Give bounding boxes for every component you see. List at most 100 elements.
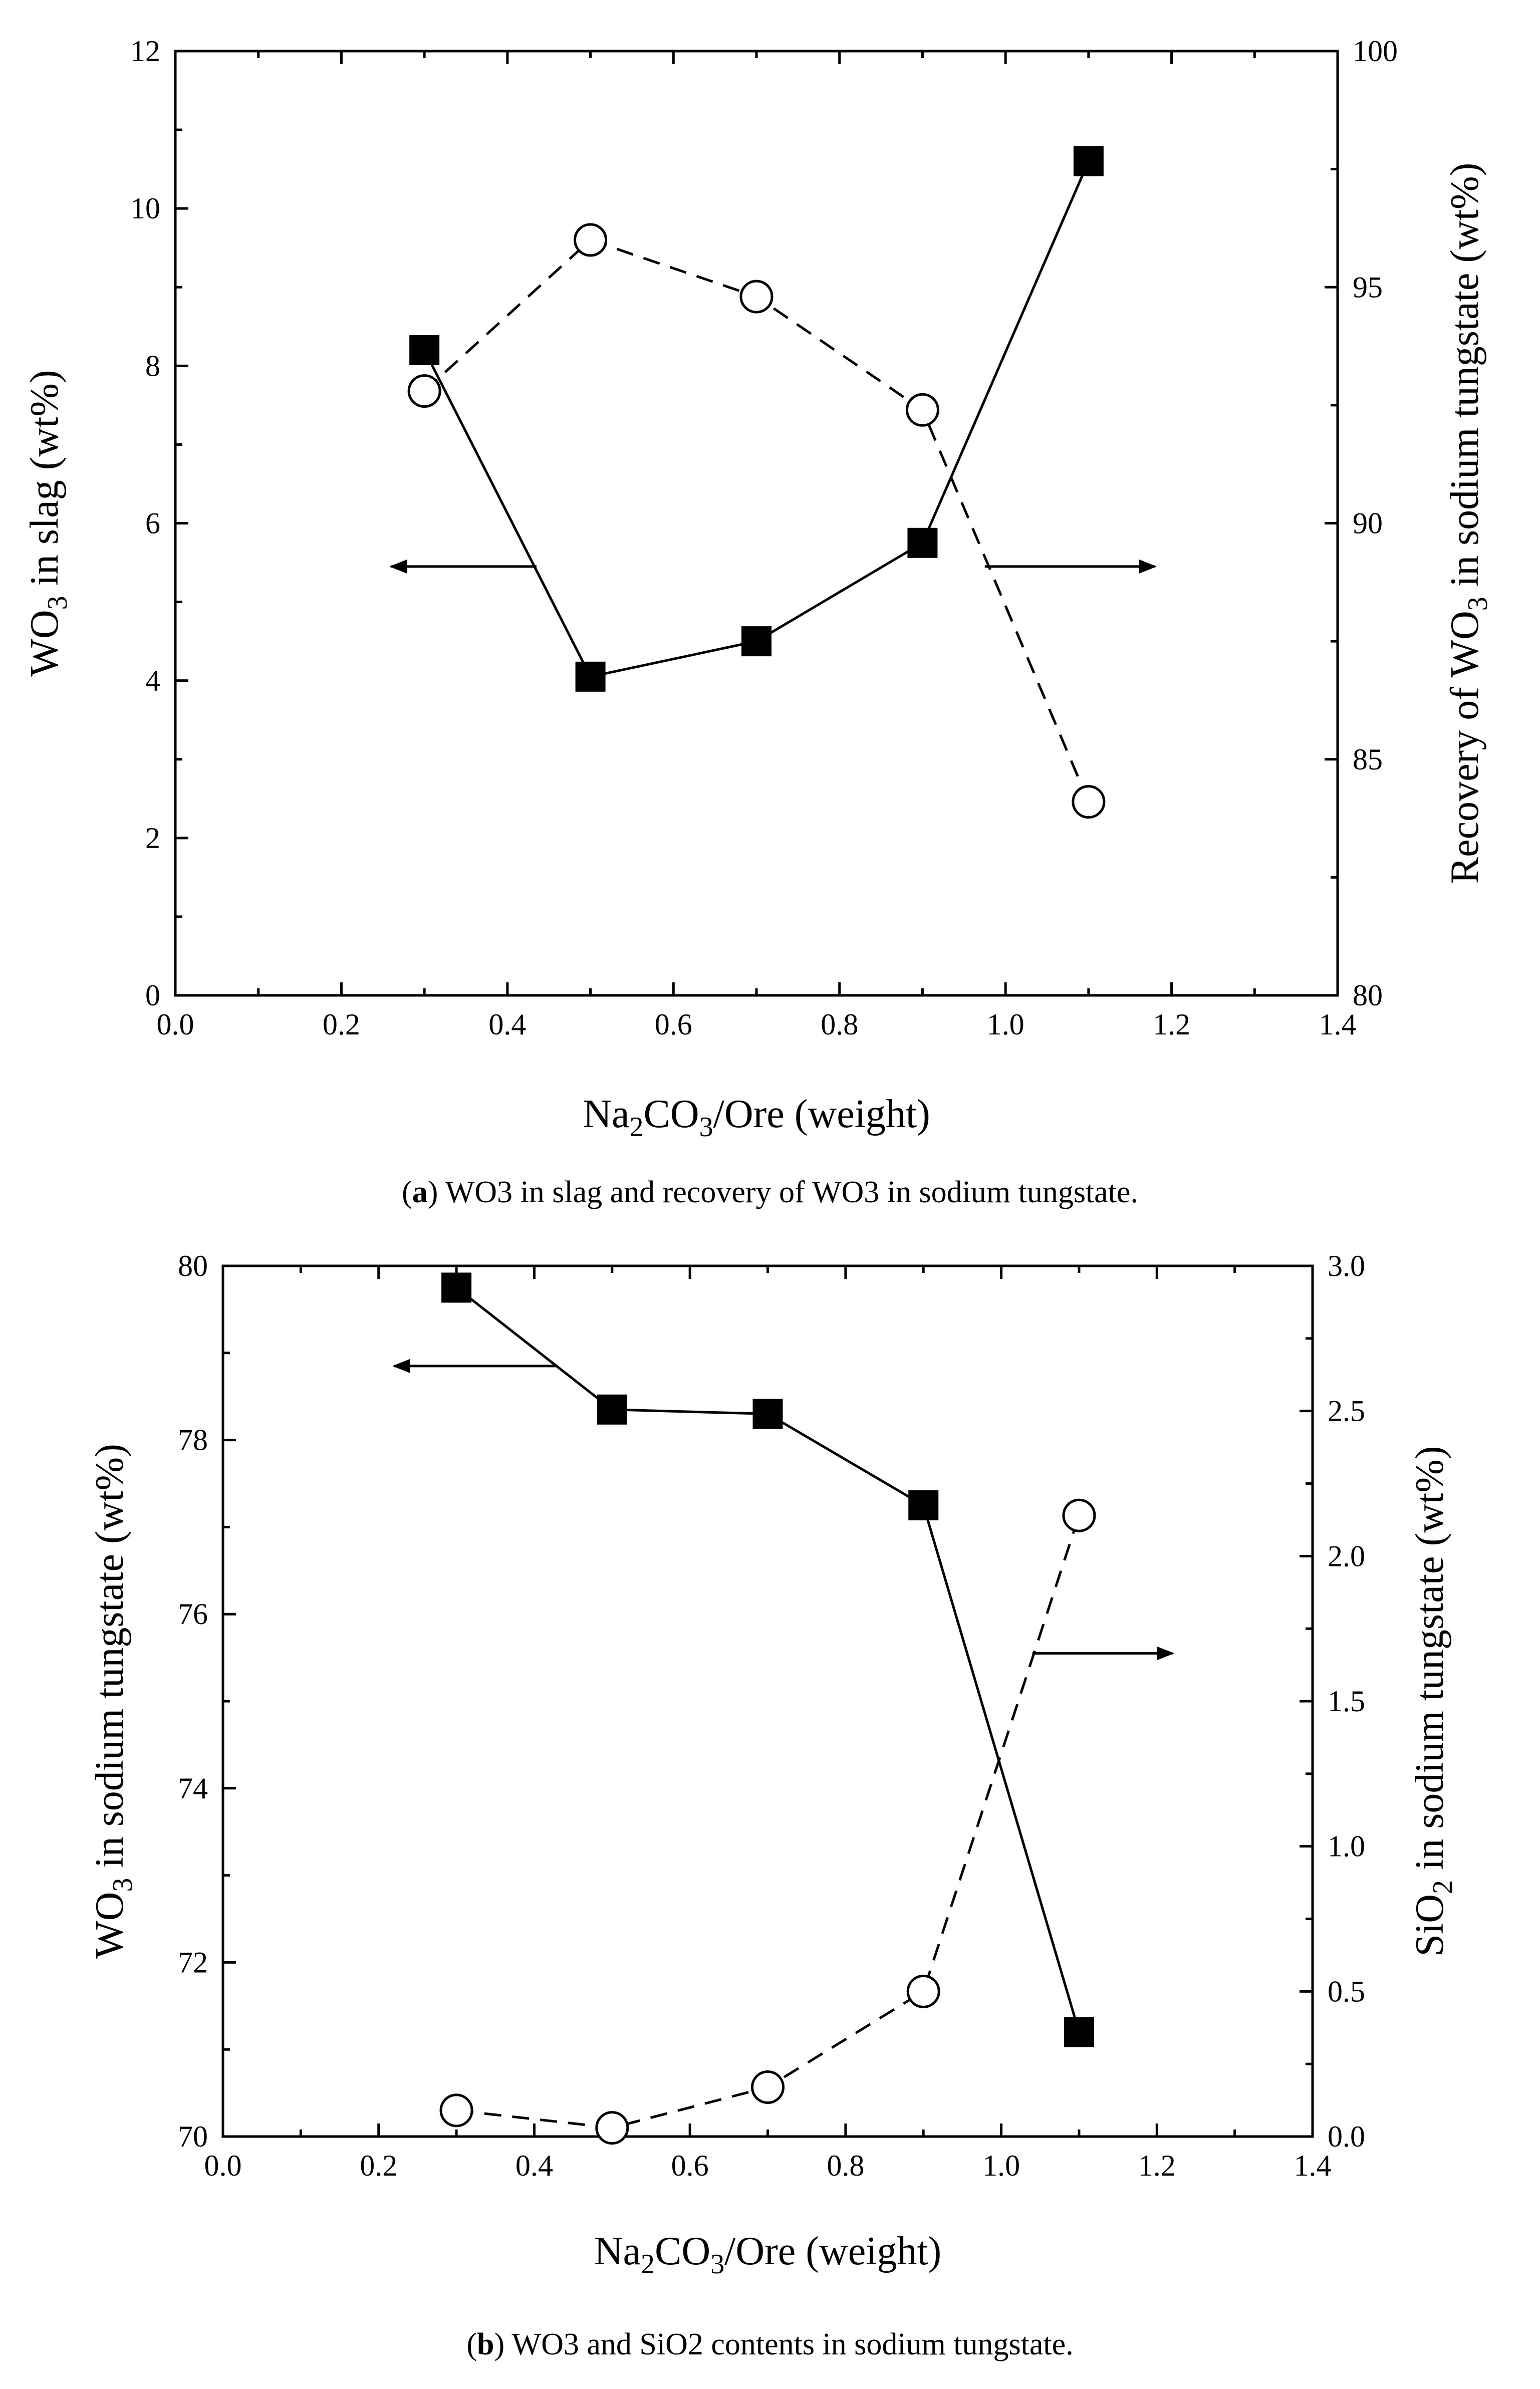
y-left-axis-title: WO3 in slag (wt%) — [23, 370, 73, 676]
y-right-tick-label: 95 — [1353, 271, 1383, 304]
data-point-square — [575, 661, 606, 692]
x-tick-label: 1.0 — [987, 1008, 1024, 1041]
x-tick-label: 0.0 — [204, 2149, 242, 2182]
y-left-tick-label: 76 — [178, 1598, 208, 1631]
y-right-tick-label: 2.5 — [1328, 1395, 1365, 1428]
series-line-dashed — [456, 1515, 1081, 2130]
y-right-tick-label: 90 — [1353, 507, 1383, 540]
y-left-axis-title-part: WO — [23, 610, 67, 676]
data-point-circle — [1072, 785, 1106, 819]
x-tick-label: 1.0 — [982, 2149, 1020, 2182]
y-left-axis-title-subscript: 3 — [42, 596, 73, 610]
y-right-axis-title-subscript: 2 — [1427, 1880, 1458, 1894]
y-right-tick-label: 1.0 — [1328, 1830, 1365, 1863]
chart-panel-b: 0.0 0.2 0.4 0.6 0.8 1.0 1.2 1.4 70 72 74 76 78 80 0.0 0… — [88, 1249, 1458, 2361]
y-left-tick-label: 12 — [130, 35, 160, 68]
y-right-tick-label: 1.5 — [1328, 1685, 1365, 1718]
x-tick-label: 1.4 — [1319, 1008, 1357, 1041]
x-axis-title-subscript: 2 — [629, 1112, 643, 1143]
data-point-circle — [439, 2093, 473, 2128]
y-left-axis-title-part: in slag (wt%) — [23, 370, 67, 596]
y-right-axis-title-part: SiO — [1408, 1894, 1452, 1957]
x-tick-label: 0.2 — [323, 1008, 360, 1041]
y-left-tick-label: 6 — [145, 507, 160, 540]
chart-panel-a: 0.0 0.2 0.4 0.6 0.8 1.0 1.2 1.4 0 2 4 6 8 10 12 80 85 90 9… — [23, 35, 1493, 1209]
data-point-square — [409, 335, 440, 365]
y-right-axis-title: SiO2 in sodium tungstate (wt%) — [1408, 1446, 1458, 1956]
x-axis-title-part: CO — [655, 2229, 710, 2273]
caption-label-letter: a — [412, 1175, 428, 1209]
series-line-solid — [423, 160, 1090, 678]
y-left-tick-label: 80 — [178, 1249, 208, 1282]
data-point-circle — [574, 223, 608, 257]
y-left-tick-label: 2 — [145, 822, 160, 855]
y-left-tick-label: 70 — [178, 2120, 208, 2153]
y-left-tick-label: 8 — [145, 349, 160, 382]
x-tick-label: 1.4 — [1294, 2149, 1332, 2182]
x-axis-title-subscript: 2 — [641, 2249, 655, 2280]
y-right-tick-label: 100 — [1353, 35, 1398, 68]
plot-frame — [174, 50, 1339, 997]
figure-caption: (a) WO3 in slag and recovery of WO3 in s… — [402, 1175, 1138, 1209]
caption-label-open: ( — [466, 2327, 477, 2361]
data-point-square — [908, 1490, 939, 1520]
x-axis-title-part: Na — [594, 2229, 641, 2273]
data-point-circle — [407, 374, 441, 408]
data-point-circle — [906, 1974, 940, 2008]
y-right-axis-title-subscript: 3 — [1462, 597, 1493, 611]
caption-label-close: ) — [494, 2327, 505, 2361]
caption-label-letter: b — [477, 2327, 494, 2361]
data-point-circle — [739, 280, 774, 314]
data-point-square — [597, 1394, 627, 1425]
y-left-tick-label: 4 — [145, 664, 160, 697]
y-right-axis-title: Recovery of WO3 in sodium tungstate (wt%… — [1443, 163, 1493, 884]
caption-text: WO3 and SiO2 contents in sodium tungstat… — [504, 2327, 1073, 2361]
x-tick-label: 0.6 — [671, 2149, 709, 2182]
y-right-tick-label: 0.5 — [1328, 1975, 1365, 2008]
y-right-tick-label: 85 — [1353, 743, 1383, 776]
x-tick-label: 0.8 — [827, 2149, 864, 2182]
data-point-square — [441, 1272, 472, 1303]
figure-caption: (b) WO3 and SiO2 contents in sodium tung… — [466, 2327, 1073, 2361]
caption-text: WO3 in slag and recovery of WO3 in sodiu… — [438, 1175, 1138, 1209]
x-axis-title-subscript: 3 — [699, 1112, 713, 1143]
data-point-square — [1073, 146, 1104, 176]
x-tick-label: 1.2 — [1138, 2149, 1176, 2182]
y-left-axis-title: WO3 in sodium tungstate (wt%) — [88, 1444, 138, 1959]
data-point-square — [907, 527, 938, 558]
x-axis-title-subscript: 3 — [710, 2249, 724, 2280]
y-left-tick-label: 74 — [178, 1772, 208, 1805]
x-tick-label: 0.0 — [157, 1008, 194, 1041]
y-right-tick-label: 3.0 — [1328, 1249, 1365, 1282]
data-point-square — [752, 1399, 783, 1429]
series-line-dashed — [423, 238, 1090, 803]
data-point-square — [1064, 2017, 1094, 2047]
y-right-tick-label: 2.0 — [1328, 1539, 1365, 1572]
y-right-tick-label: 0.0 — [1328, 2120, 1365, 2153]
x-tick-label: 0.8 — [821, 1008, 858, 1041]
x-tick-label: 1.2 — [1153, 1008, 1190, 1041]
y-left-tick-label: 0 — [145, 979, 160, 1012]
x-axis-title: Na2CO3/Ore (weight) — [594, 2229, 942, 2280]
y-right-tick-label: 80 — [1353, 979, 1383, 1012]
y-left-tick-label: 72 — [178, 1946, 208, 1979]
x-axis-title: Na2CO3/Ore (weight) — [583, 1092, 930, 1143]
y-left-axis-title-subscript: 3 — [107, 1878, 138, 1892]
y-left-tick-label: 78 — [178, 1424, 208, 1457]
data-point-circle — [1062, 1498, 1096, 1532]
y-right-axis-title-part: in sodium tungstate (wt%) — [1408, 1446, 1452, 1880]
y-left-axis-title-part: in sodium tungstate (wt%) — [88, 1444, 132, 1878]
data-point-circle — [905, 393, 939, 427]
x-tick-label: 0.6 — [655, 1008, 692, 1041]
caption-label-open: ( — [402, 1175, 412, 1209]
y-right-axis-title-part: in sodium tungstate (wt%) — [1443, 163, 1487, 597]
x-tick-label: 0.4 — [488, 1008, 526, 1041]
plot-frame — [221, 1264, 1314, 2138]
x-axis-title-part: /Ore (weight) — [724, 2229, 941, 2273]
y-right-axis-title-part: Recovery of WO — [1443, 611, 1487, 884]
data-point-circle — [751, 2070, 785, 2104]
caption-label-close: ) — [428, 1175, 438, 1209]
x-tick-label: 0.2 — [360, 2149, 397, 2182]
data-point-square — [741, 626, 772, 657]
